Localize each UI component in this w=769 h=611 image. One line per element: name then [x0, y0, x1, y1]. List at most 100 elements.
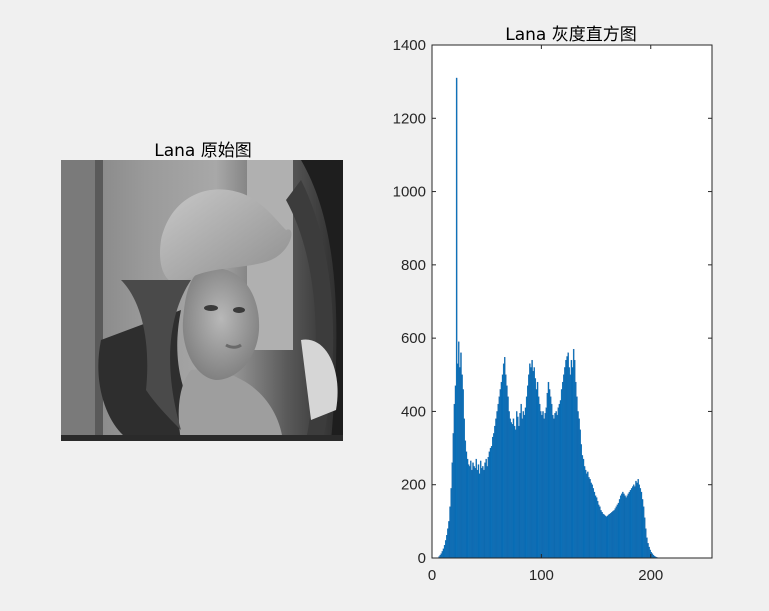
histogram-bar	[497, 403, 499, 559]
y-tick-label: 400	[401, 403, 426, 420]
histogram-bar	[545, 407, 547, 559]
histogram-bar	[542, 411, 544, 559]
histogram-bar	[593, 491, 596, 559]
histogram-bar	[571, 367, 574, 559]
histogram-bar	[562, 381, 564, 559]
histogram-bar	[590, 482, 592, 559]
histogram-bar	[530, 367, 532, 559]
lana-original-image	[61, 160, 343, 441]
histogram-bar	[559, 400, 562, 559]
histogram-bar	[525, 396, 528, 559]
histogram-bar	[634, 486, 636, 559]
histogram-bar	[527, 385, 529, 559]
histogram-bar	[443, 545, 446, 559]
histogram-bar	[558, 403, 561, 559]
histogram-bar	[598, 504, 600, 559]
histogram-bar	[623, 493, 625, 559]
y-tick-label: 200	[401, 477, 426, 494]
histogram-bar	[507, 396, 509, 559]
histogram-bar	[554, 413, 556, 559]
histogram-bar	[460, 352, 462, 559]
histogram-bar	[493, 433, 495, 559]
histogram-bar	[528, 374, 530, 559]
histogram-bar	[446, 535, 448, 559]
histogram-bar	[565, 359, 567, 559]
histogram-bar	[553, 418, 555, 559]
histogram-bar	[537, 396, 540, 559]
histogram-bar	[629, 490, 632, 559]
histogram-bar	[640, 491, 643, 559]
histogram-bar	[499, 389, 502, 559]
histogram-bar	[487, 457, 490, 559]
histogram-bar	[471, 469, 473, 559]
histogram-bar	[639, 488, 642, 559]
histogram-bar	[543, 418, 545, 559]
histogram-bar	[496, 411, 498, 559]
histogram-bar	[479, 460, 482, 559]
histogram-bar	[582, 458, 585, 559]
histogram-bar	[605, 516, 608, 559]
histogram-bar	[586, 473, 588, 559]
histogram-bar	[600, 510, 602, 559]
chart-title: Lana 灰度直方图	[505, 25, 637, 45]
histogram-bar	[614, 508, 616, 559]
histogram-bar	[644, 517, 646, 559]
y-tick-label: 1000	[393, 184, 426, 201]
histogram-bar	[442, 548, 445, 559]
histogram-bar	[467, 464, 470, 559]
histogram-bar	[576, 396, 578, 559]
histogram-bar	[523, 414, 526, 559]
histogram-bar	[529, 363, 531, 559]
histogram-bar	[584, 469, 587, 559]
histogram-bar	[481, 468, 483, 559]
histogram-bar	[533, 367, 535, 559]
histogram-bar	[588, 477, 590, 559]
histogram-bar	[651, 553, 654, 559]
histogram-bar	[447, 528, 449, 559]
histogram-bar	[441, 551, 444, 559]
histogram-bar	[484, 462, 486, 559]
histogram-bar	[548, 389, 551, 559]
histogram-bar	[597, 501, 599, 559]
histogram-bar	[630, 488, 633, 559]
histogram-bar	[566, 356, 568, 559]
histogram-bar	[501, 374, 504, 559]
histogram-bar	[472, 462, 474, 559]
histogram-bar	[521, 418, 523, 559]
histogram-bar	[546, 392, 549, 559]
y-tick-label: 1400	[393, 37, 426, 54]
histogram-bar	[556, 414, 558, 559]
histogram-bar	[541, 414, 543, 559]
histogram-bar	[589, 479, 591, 559]
histogram-bar	[587, 471, 589, 559]
histogram-bar	[486, 466, 488, 559]
histogram-bar	[557, 407, 560, 559]
histogram-bar	[606, 515, 609, 559]
histogram-bar	[451, 462, 453, 559]
histogram-bar	[616, 504, 619, 559]
histogram-bar	[459, 367, 461, 559]
histogram-bar	[469, 466, 471, 559]
plot-border	[431, 44, 713, 559]
histogram-bar	[612, 510, 614, 559]
histogram-bar	[618, 499, 621, 559]
histogram-bar	[514, 429, 517, 559]
histogram-bar	[464, 440, 467, 559]
histogram-bar	[635, 480, 637, 559]
histogram-bar	[458, 341, 460, 559]
histogram-bar	[511, 424, 514, 559]
histogram-bar	[448, 521, 450, 559]
y-tick-label: 800	[401, 257, 426, 274]
histogram-bar	[534, 378, 537, 559]
histogram-bar	[560, 389, 563, 559]
histogram-bar	[506, 385, 508, 559]
y-tick-label: 1200	[393, 110, 426, 127]
histogram-bar	[578, 418, 580, 559]
histogram-bar	[564, 367, 566, 559]
histogram-bar	[583, 466, 586, 559]
histogram-bar	[626, 495, 628, 559]
histogram-bar	[581, 455, 584, 559]
histogram-bar	[627, 493, 630, 559]
histogram-bar	[504, 357, 506, 559]
